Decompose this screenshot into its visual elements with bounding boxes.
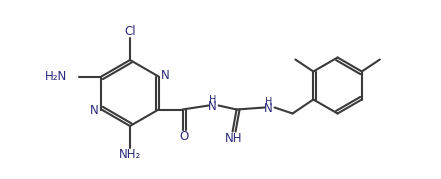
Text: Cl: Cl bbox=[124, 25, 136, 37]
Text: H: H bbox=[209, 95, 216, 105]
Text: NH: NH bbox=[225, 132, 242, 145]
Text: H: H bbox=[265, 96, 272, 107]
Text: N: N bbox=[161, 69, 170, 82]
Text: O: O bbox=[179, 130, 189, 143]
Text: H₂N: H₂N bbox=[45, 70, 67, 83]
Text: N: N bbox=[90, 104, 99, 117]
Text: N: N bbox=[264, 102, 273, 115]
Text: N: N bbox=[208, 100, 217, 113]
Text: NH₂: NH₂ bbox=[119, 149, 141, 161]
